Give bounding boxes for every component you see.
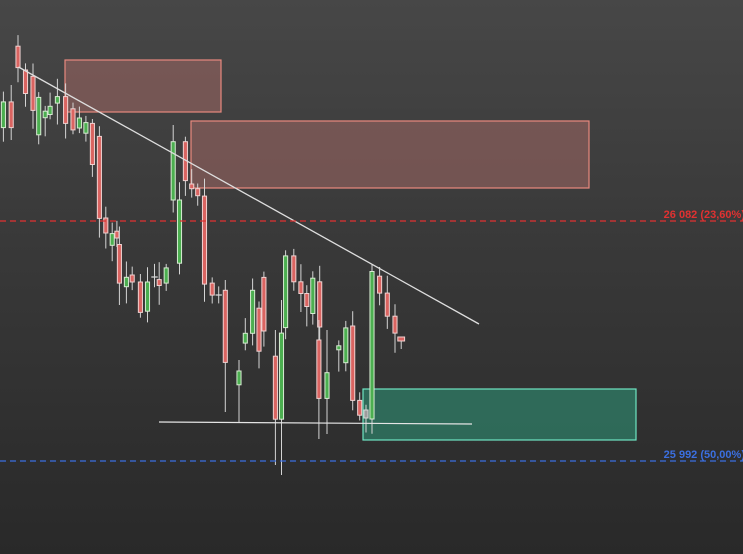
svg-text:26 082 (23,60%): 26 082 (23,60%) (664, 209, 743, 221)
svg-text:25 992 (50,00%): 25 992 (50,00%) (664, 449, 743, 461)
